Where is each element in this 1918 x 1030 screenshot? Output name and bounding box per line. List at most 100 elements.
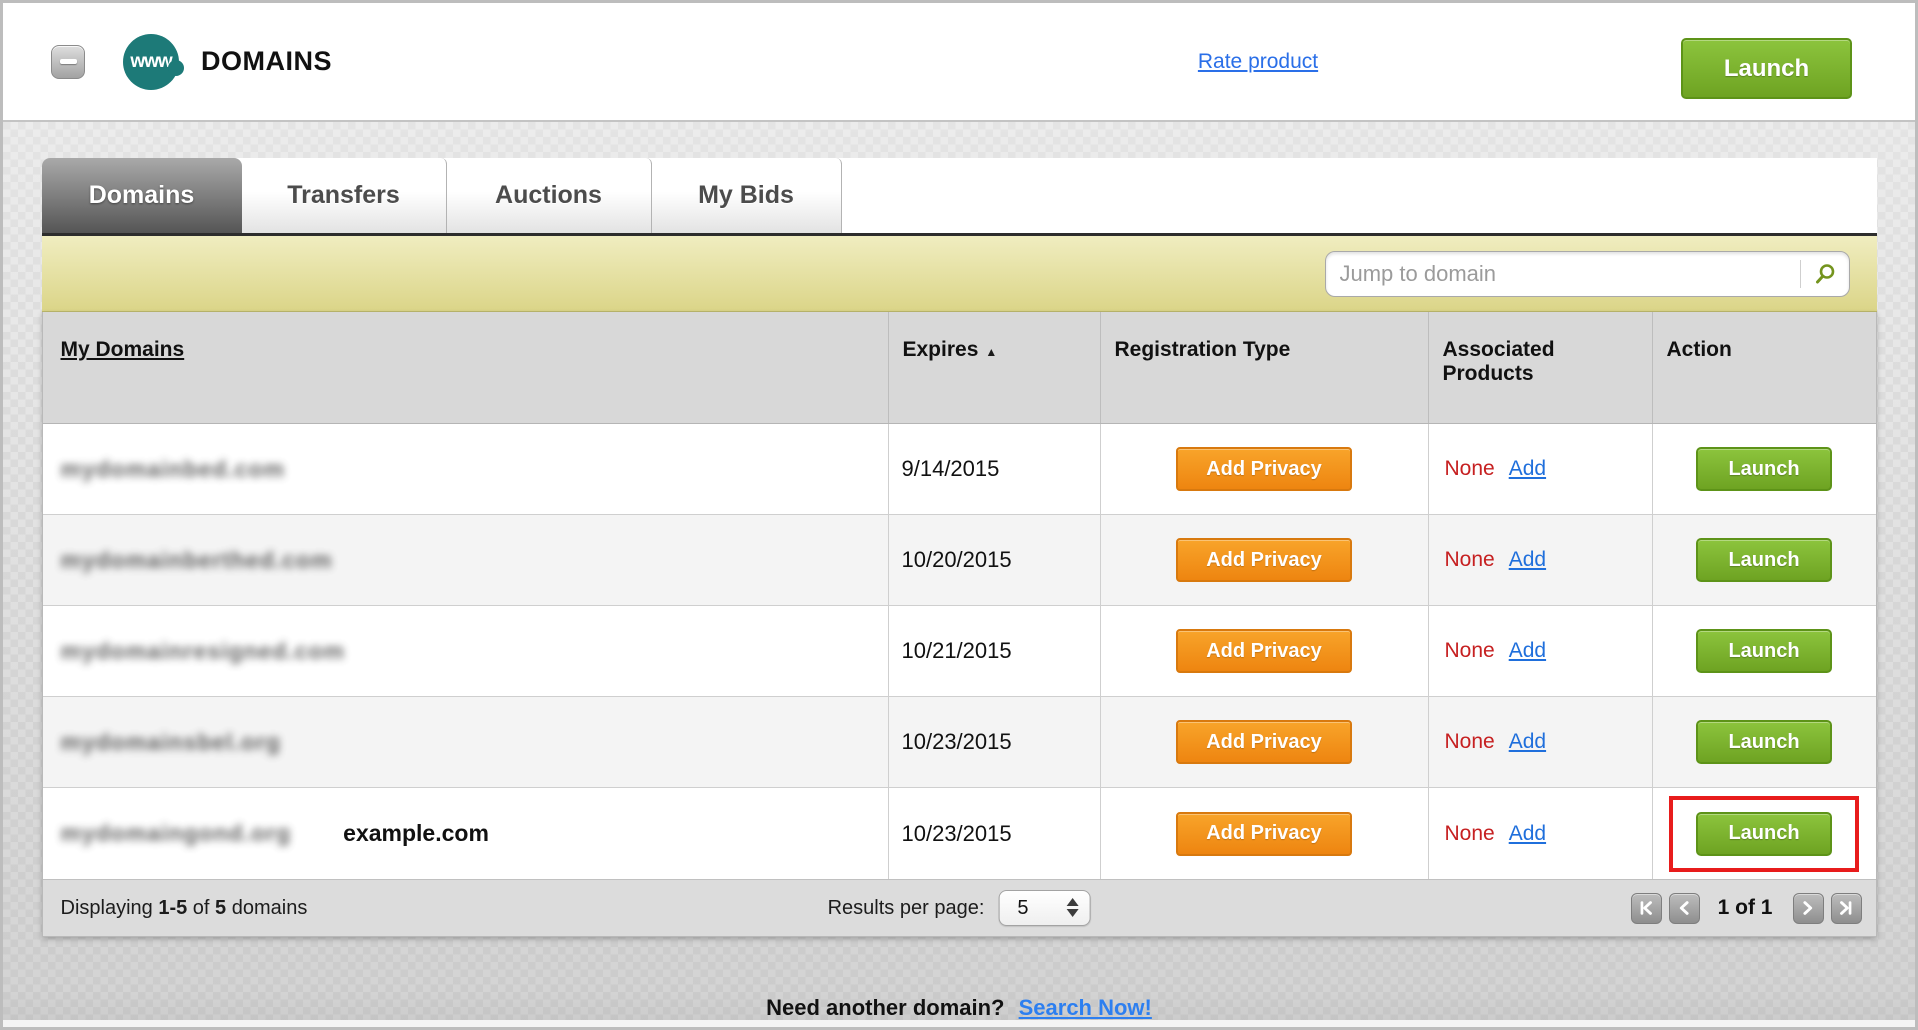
displayed-range: 1-5 xyxy=(158,896,188,919)
tab-auctions[interactable]: Auctions xyxy=(446,158,652,233)
jump-to-domain-input[interactable] xyxy=(1325,260,1800,287)
row-launch-button[interactable]: Launch xyxy=(1696,538,1832,582)
add-privacy-button[interactable]: Add Privacy xyxy=(1176,629,1352,673)
table-row: mydomainsbel.org 10/23/2015 Add Privacy … xyxy=(42,697,1876,788)
header-launch-button[interactable]: Launch xyxy=(1681,38,1852,99)
add-product-link[interactable]: Add xyxy=(1508,548,1547,571)
app-header: www DOMAINS Rate product Launch xyxy=(3,3,1915,122)
expires-cell: 10/23/2015 xyxy=(889,697,1101,787)
add-privacy-button[interactable]: Add Privacy xyxy=(1176,538,1352,582)
magnifier-icon[interactable] xyxy=(1801,262,1849,286)
add-product-link[interactable]: Add xyxy=(1508,457,1547,480)
registration-cell: Add Privacy xyxy=(1101,697,1429,787)
add-privacy-button[interactable]: Add Privacy xyxy=(1176,720,1352,764)
row-launch-button[interactable]: Launch xyxy=(1696,447,1832,491)
last-page-icon xyxy=(1840,901,1852,915)
results-per-page-select[interactable]: 5 xyxy=(998,890,1091,926)
first-page-button[interactable] xyxy=(1630,892,1662,924)
column-header-my-domains[interactable]: My Domains xyxy=(43,312,889,423)
chevron-right-icon xyxy=(1803,901,1813,915)
row-launch-button[interactable]: Launch xyxy=(1696,720,1832,764)
column-header-associated-products: Associated Products xyxy=(1429,312,1653,423)
column-header-expires[interactable]: Expires ▲ xyxy=(889,312,1101,423)
domain-annotation: example.com xyxy=(343,820,489,846)
action-cell: Launch xyxy=(1653,606,1876,696)
table-body: mydomainbed.com 9/14/2015 Add Privacy No… xyxy=(42,424,1876,879)
collapse-button[interactable] xyxy=(51,44,85,79)
pagination: 1 of 1 xyxy=(1624,892,1862,924)
action-highlight: Launch xyxy=(1669,431,1859,507)
column-header-registration-type: Registration Type xyxy=(1101,312,1429,423)
action-highlight: Launch xyxy=(1669,795,1859,872)
results-per-page: Results per page: 5 xyxy=(828,890,1091,926)
associated-products-cell: None Add xyxy=(1429,788,1653,879)
page-title: DOMAINS xyxy=(201,46,332,76)
tab-transfers[interactable]: Transfers xyxy=(241,158,447,233)
table-row: mydomainresigned.com 10/21/2015 Add Priv… xyxy=(42,606,1876,697)
need-domain-text: Need another domain? xyxy=(766,995,1005,1020)
associated-none-value: None xyxy=(1444,457,1495,480)
table-row: mydomaingond.org example.com 10/23/2015 … xyxy=(42,788,1876,879)
domain-cell: mydomainresigned.com xyxy=(43,606,889,696)
stepper-arrows-icon xyxy=(1066,898,1079,917)
domain-cell: mydomainbed.com xyxy=(43,424,889,514)
table-row: mydomainberthed.com 10/20/2015 Add Priva… xyxy=(42,515,1876,606)
domains-table: My Domains Expires ▲ Registration Type As… xyxy=(41,312,1877,937)
action-cell: Launch xyxy=(1653,424,1876,514)
table-header-row: My Domains Expires ▲ Registration Type As… xyxy=(42,312,1876,424)
registration-cell: Add Privacy xyxy=(1101,515,1429,605)
need-domain-prompt: Need another domain? Search Now! xyxy=(42,995,1877,1021)
domains-card: Domains Transfers Auctions My Bids xyxy=(41,158,1877,1020)
associated-none-value: None xyxy=(1444,548,1495,571)
domain-cell: mydomaingond.org example.com xyxy=(43,788,889,879)
page-indicator: 1 of 1 xyxy=(1717,896,1773,919)
redacted-domain-name: mydomaingond.org xyxy=(60,820,292,846)
previous-page-button[interactable] xyxy=(1668,892,1700,924)
domain-cell: mydomainberthed.com xyxy=(43,515,889,605)
registration-cell: Add Privacy xyxy=(1101,788,1429,879)
add-product-link[interactable]: Add xyxy=(1508,639,1547,662)
tab-domains[interactable]: Domains xyxy=(41,158,242,233)
sort-ascending-icon: ▲ xyxy=(985,345,998,359)
my-domains-label[interactable]: My Domains xyxy=(60,338,185,361)
associated-products-cell: None Add xyxy=(1429,606,1653,696)
redacted-domain-name: mydomainresigned.com xyxy=(60,637,346,664)
rate-product-link[interactable]: Rate product xyxy=(1197,49,1319,73)
search-now-link[interactable]: Search Now! xyxy=(1018,995,1152,1020)
minus-icon xyxy=(59,59,77,64)
next-page-button[interactable] xyxy=(1792,892,1824,924)
chevron-left-icon xyxy=(1680,901,1689,915)
domain-cell: mydomainsbel.org xyxy=(43,697,889,787)
displaying-status: Displaying 1-5 of 5 domains xyxy=(60,896,308,919)
action-cell: Launch xyxy=(1653,515,1876,605)
row-launch-button[interactable]: Launch xyxy=(1696,629,1832,673)
domains-product-icon: www xyxy=(123,33,184,90)
redacted-domain-name: mydomainsbel.org xyxy=(60,728,281,755)
associated-products-cell: None Add xyxy=(1429,515,1653,605)
column-header-action: Action xyxy=(1666,338,1732,361)
tab-bar: Domains Transfers Auctions My Bids xyxy=(41,158,1877,236)
total-count: 5 xyxy=(215,896,227,919)
first-page-icon xyxy=(1640,901,1653,915)
add-privacy-button[interactable]: Add Privacy xyxy=(1176,447,1352,491)
add-product-link[interactable]: Add xyxy=(1508,730,1547,753)
redacted-domain-name: mydomainbed.com xyxy=(60,455,286,482)
tab-my-bids[interactable]: My Bids xyxy=(651,158,842,233)
redacted-domain-name: mydomainberthed.com xyxy=(60,546,333,573)
row-launch-button[interactable]: Launch xyxy=(1696,811,1832,856)
associated-none-value: None xyxy=(1444,639,1495,662)
last-page-button[interactable] xyxy=(1830,892,1862,924)
expires-cell: 10/21/2015 xyxy=(889,606,1101,696)
associated-none-value: None xyxy=(1444,821,1495,845)
add-product-link[interactable]: Add xyxy=(1508,821,1547,845)
add-privacy-button[interactable]: Add Privacy xyxy=(1176,811,1352,856)
table-row: mydomainbed.com 9/14/2015 Add Privacy No… xyxy=(42,424,1876,515)
action-cell: Launch xyxy=(1653,697,1876,787)
search-strip xyxy=(41,236,1877,312)
results-per-page-label: Results per page: xyxy=(827,896,985,919)
selected-page-size: 5 xyxy=(1017,896,1029,919)
expires-label[interactable]: Expires xyxy=(902,338,979,361)
associated-none-value: None xyxy=(1444,730,1495,753)
action-highlight: Launch xyxy=(1669,522,1859,598)
